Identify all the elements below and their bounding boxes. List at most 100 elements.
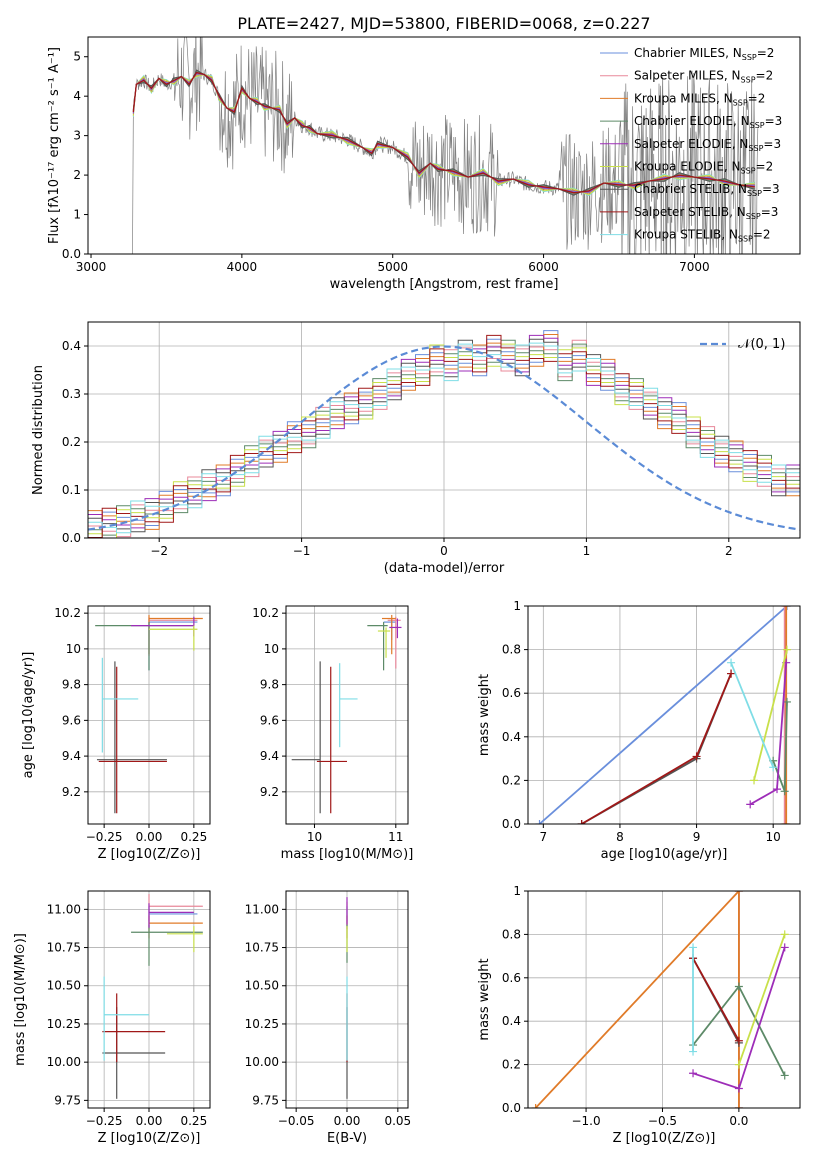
x-tick-label: −0.25 bbox=[86, 1114, 123, 1128]
weight-marker bbox=[750, 776, 759, 785]
chart-mass-vs-Z: −0.25 0.00 0.25 9.75 10.00 10.25 10.50 10.75 11.… bbox=[13, 890, 211, 1146]
y-tick-label: 0.2 bbox=[62, 435, 81, 449]
plot-area bbox=[291, 614, 402, 814]
chart-age-vs-Z: −0.25 0.00 0.25 9.2 9.4 9.6 9.8 10 10.2 Z [log10(… bbox=[21, 605, 211, 862]
y-tick-label: 9.4 bbox=[62, 749, 81, 763]
y-tick-label: 9.2 bbox=[62, 785, 81, 799]
x-tick-label: 8 bbox=[616, 830, 624, 844]
x-tick-label: 1 bbox=[583, 544, 591, 558]
weight-line-0 bbox=[538, 606, 788, 824]
x-axis-label: E(B-V) bbox=[327, 1131, 367, 1146]
y-tick-label: 10.25 bbox=[245, 1017, 279, 1031]
y-axis-label: mass weight bbox=[477, 958, 492, 1040]
y-tick-label: 2 bbox=[73, 168, 81, 182]
y-tick-label: 9.4 bbox=[260, 749, 279, 763]
x-tick-label: −2 bbox=[150, 544, 168, 558]
x-tick-label: 5000 bbox=[377, 260, 408, 274]
weight-marker bbox=[689, 943, 698, 952]
y-tick-label: 0.4 bbox=[62, 339, 81, 353]
x-tick-label: −0.25 bbox=[86, 830, 123, 844]
y-tick-label: 0.8 bbox=[502, 927, 521, 941]
weight-line-8 bbox=[730, 662, 775, 768]
y-tick-label: 10.50 bbox=[47, 979, 81, 993]
x-tick-label: 10 bbox=[307, 830, 322, 844]
legend-entry: Chabrier ELODIE, NSSP=3 bbox=[634, 114, 782, 130]
y-tick-label: 3 bbox=[73, 129, 81, 143]
y-tick-label: 10 bbox=[264, 642, 279, 656]
x-tick-label: −0.05 bbox=[278, 1114, 315, 1128]
legend-entry: Chabrier STELIB, NSSP=3 bbox=[634, 182, 780, 198]
y-tick-label: 10 bbox=[66, 642, 81, 656]
y-tick-label: 10.00 bbox=[245, 1055, 279, 1069]
legend-entry: Salpeter STELIB, NSSP=3 bbox=[634, 205, 778, 221]
x-axis-label: Z [log10(Z/Z⊙)] bbox=[98, 1131, 201, 1146]
y-tick-label: 9.75 bbox=[54, 1093, 81, 1107]
x-tick-label: 10 bbox=[766, 830, 781, 844]
weight-line-5 bbox=[738, 934, 786, 1065]
y-tick-label: 9.8 bbox=[260, 678, 279, 692]
weight-marker bbox=[577, 820, 586, 824]
y-tick-label: 0.6 bbox=[502, 686, 521, 700]
x-tick-label: 0.00 bbox=[334, 1114, 361, 1128]
y-axis-label: mass [log10(M/M⊙)] bbox=[13, 933, 28, 1066]
x-tick-label: 11 bbox=[388, 830, 403, 844]
legend-entry: Salpeter MILES, NSSP=2 bbox=[634, 69, 773, 85]
y-tick-label: 10.25 bbox=[47, 1017, 81, 1031]
weight-marker bbox=[782, 820, 791, 824]
normal-curve bbox=[88, 345, 800, 531]
x-axis-label: wavelength [Angstrom, rest frame] bbox=[330, 277, 559, 292]
x-tick-label: 0.00 bbox=[136, 1114, 163, 1128]
weight-marker bbox=[734, 1060, 743, 1069]
y-tick-label: 0.0 bbox=[62, 531, 81, 545]
x-tick-label: 7000 bbox=[679, 260, 710, 274]
figure-title: PLATE=2427, MJD=53800, FIBERID=0068, z=0… bbox=[237, 14, 650, 33]
weight-marker bbox=[734, 1036, 743, 1045]
weight-marker bbox=[692, 752, 701, 761]
weight-line-5 bbox=[753, 649, 788, 781]
y-tick-label: 10.50 bbox=[245, 979, 279, 993]
x-tick-label: 0.05 bbox=[384, 1114, 411, 1128]
x-tick-label: 0.00 bbox=[136, 830, 163, 844]
y-tick-label: 9.6 bbox=[62, 713, 81, 727]
weight-marker bbox=[782, 697, 791, 706]
chart-age-vs-mass: 10 11 9.2 9.4 9.6 9.8 10 10.2 mass [log10(M/M⊙)] bbox=[252, 605, 413, 862]
x-axis-label: Z [log10(Z/Z⊙)] bbox=[98, 847, 201, 862]
y-tick-label: 0.0 bbox=[502, 1101, 521, 1115]
y-tick-label: 10.75 bbox=[245, 941, 279, 955]
weight-marker bbox=[734, 891, 743, 895]
model-spectrum-7 bbox=[132, 71, 755, 194]
x-tick-label: 3000 bbox=[76, 260, 107, 274]
x-tick-label: 7 bbox=[540, 830, 548, 844]
weight-marker bbox=[773, 785, 782, 794]
x-tick-label: 2 bbox=[725, 544, 733, 558]
y-tick-label: 0.6 bbox=[502, 971, 521, 985]
legend-entry: Chabrier MILES, NSSP=2 bbox=[634, 46, 774, 62]
weight-marker bbox=[727, 658, 736, 667]
axes-frame bbox=[87, 36, 801, 255]
plot-area bbox=[95, 614, 203, 814]
x-axis-label: (data-model)/error bbox=[384, 561, 505, 576]
weight-marker bbox=[780, 1071, 789, 1080]
residual-histogram-6 bbox=[88, 338, 800, 533]
chart-weight-vs-Z: −1.0 −0.5 0.0 0.0 0.2 0.4 0.6 0.8 1 Z [log10(Z/Z⊙… bbox=[477, 884, 801, 1146]
y-tick-label: 11.00 bbox=[245, 902, 279, 916]
chart-weight-vs-age: 7 8 9 10 0.0 0.2 0.4 0.6 0.8 1 age [log10(age/yr)]… bbox=[477, 599, 801, 862]
weight-marker bbox=[746, 800, 755, 809]
x-tick-label: 0 bbox=[440, 544, 448, 558]
y-tick-label: 0.0 bbox=[62, 247, 81, 261]
residual-histogram-7 bbox=[88, 334, 800, 538]
y-tick-label: 1 bbox=[73, 208, 81, 222]
plot-area bbox=[128, 37, 759, 254]
x-tick-label: 0.25 bbox=[180, 1114, 207, 1128]
axes-frame bbox=[527, 890, 801, 1109]
y-tick-label: 0.2 bbox=[502, 773, 521, 787]
y-axis-label: Normed distribution bbox=[31, 365, 46, 495]
y-tick-label: 1 bbox=[513, 884, 521, 898]
y-tick-label: 9.2 bbox=[260, 785, 279, 799]
x-tick-label: −1 bbox=[293, 544, 311, 558]
x-axis-label: age [log10(age/yr)] bbox=[601, 847, 728, 862]
weight-marker bbox=[734, 1104, 743, 1108]
y-tick-label: 11.00 bbox=[47, 902, 81, 916]
y-tick-label: 1 bbox=[513, 599, 521, 613]
